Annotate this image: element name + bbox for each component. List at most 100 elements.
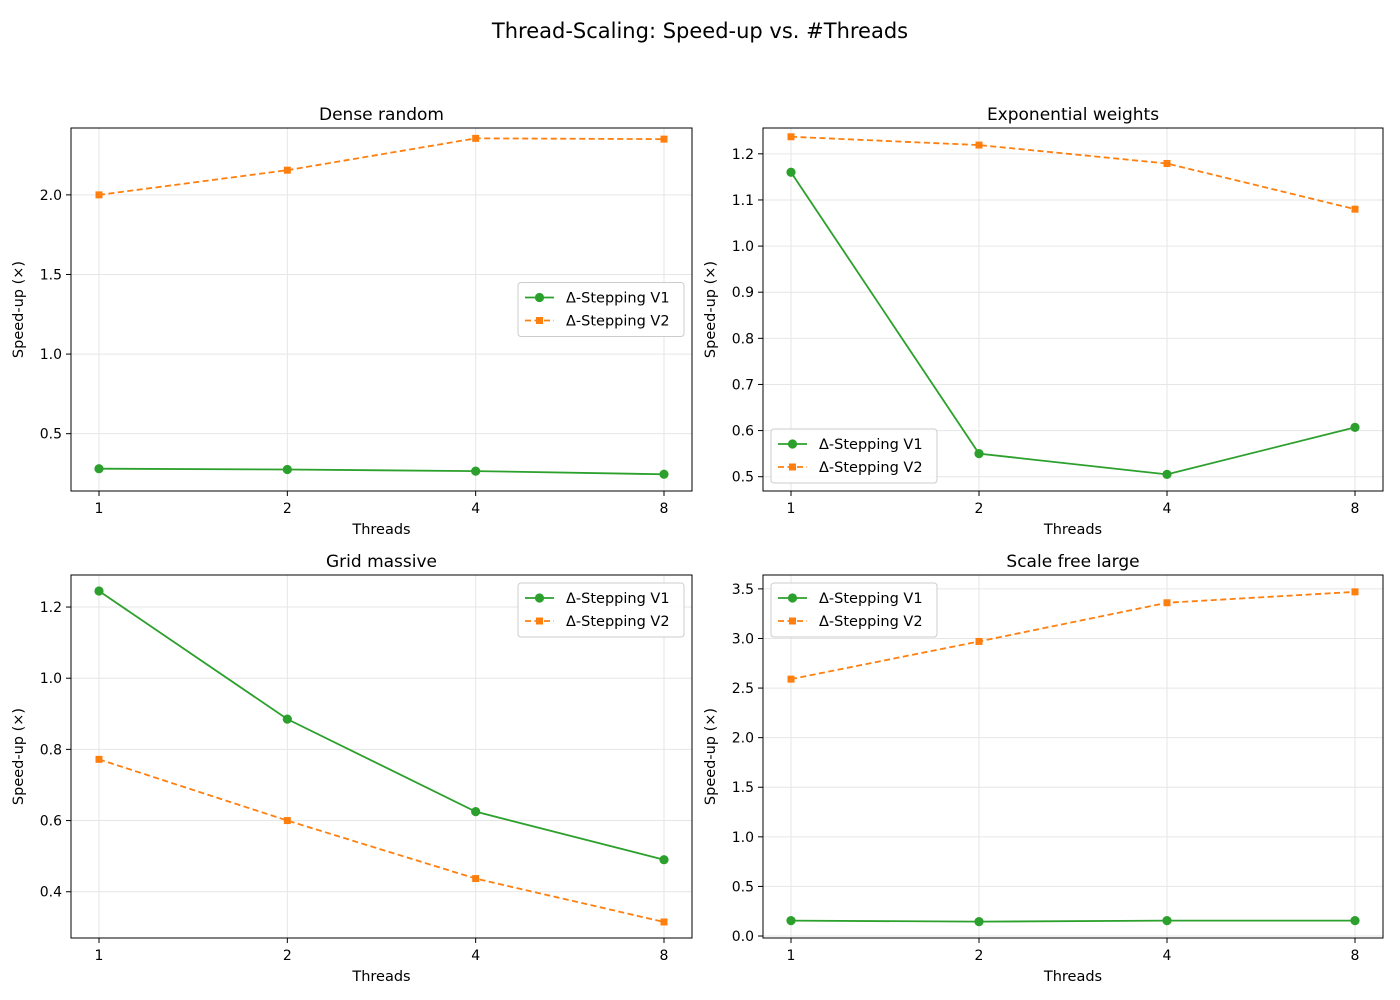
legend-marker-2	[536, 317, 543, 324]
data-point-v1	[471, 466, 481, 476]
data-point-v2	[283, 817, 291, 825]
x-tick-label: 2	[975, 501, 984, 517]
data-point-v1	[1162, 916, 1172, 926]
y-tick-label: 1.5	[732, 780, 754, 796]
legend-label-2: Δ-Stepping V2	[566, 314, 670, 330]
data-point-v2	[472, 875, 480, 883]
subplot-title: Scale free large	[1006, 552, 1139, 572]
subplot-3: 1 2 4 8 0.4 0.6 0.8 1.0 1.2 Grid massive Threads Sp…	[11, 552, 693, 985]
y-tick-label: 1.0	[732, 830, 754, 846]
x-axis-label: Threads	[1043, 522, 1102, 538]
figure-title: Thread-Scaling: Speed-up vs. #Threads	[491, 19, 908, 43]
x-tick-label: 1	[95, 948, 104, 964]
data-point-v1	[659, 855, 669, 865]
legend-label-2: Δ-Stepping V2	[819, 460, 923, 476]
x-tick-label: 8	[660, 948, 669, 964]
data-point-v2	[1351, 205, 1359, 213]
data-point-v1	[282, 464, 292, 475]
data-point-v2	[660, 918, 668, 926]
y-tick-label: 3.0	[732, 631, 754, 647]
x-tick-label: 1	[95, 501, 104, 517]
data-point-v2	[975, 141, 983, 149]
legend-box	[770, 428, 938, 484]
y-tick-label: 0.5	[732, 879, 754, 895]
x-tick-label: 8	[660, 501, 669, 517]
y-tick-label: 1.0	[40, 347, 62, 363]
legend-marker-1	[534, 593, 545, 603]
y-tick-label: 2.0	[732, 731, 754, 747]
plot-frame	[762, 574, 1384, 939]
x-tick-label: 8	[1351, 948, 1360, 964]
subplot-title: Dense random	[319, 105, 444, 125]
series-line-2	[98, 758, 665, 923]
legend-marker-1	[787, 439, 798, 449]
x-tick-label: 1	[787, 948, 796, 964]
legend-marker-2	[789, 617, 796, 625]
data-point-v2	[660, 135, 668, 143]
x-tick-label: 2	[283, 501, 292, 517]
data-point-v2	[95, 191, 103, 199]
y-tick-label: 0.5	[40, 427, 62, 443]
legend: Δ-Stepping V1 Δ-Stepping V2	[517, 582, 685, 638]
series-line-1	[98, 590, 665, 861]
data-point-v1	[1350, 422, 1360, 432]
legend-box	[517, 282, 685, 337]
x-tick-label: 2	[283, 948, 292, 964]
legend: Δ-Stepping V1 Δ-Stepping V2	[770, 582, 938, 638]
data-point-v1	[659, 469, 669, 479]
legend-label-1: Δ-Stepping V1	[566, 591, 670, 607]
legend-marker-1	[787, 593, 798, 603]
data-point-v2	[787, 133, 795, 141]
y-tick-label: 0.9	[732, 285, 754, 301]
y-tick-label: 0.6	[40, 814, 62, 830]
subplot-grid: 1 2 4 8 0.5 1.0 1.5 2.0 Dense random Threads Speed…	[11, 105, 1384, 985]
series-line-2	[790, 590, 1356, 681]
y-tick-label: 1.5	[40, 267, 62, 283]
series-line-1	[790, 919, 1355, 923]
y-tick-label: 1.1	[732, 193, 754, 209]
legend-marker-1	[534, 292, 545, 303]
legend-box	[770, 582, 938, 638]
y-tick-label: 0.5	[732, 470, 754, 486]
series-line-2	[98, 137, 665, 196]
y-tick-label: 2.0	[40, 188, 62, 204]
data-point-v1	[974, 917, 984, 927]
x-tick-label: 2	[975, 948, 984, 964]
y-tick-label: 3.5	[732, 582, 754, 598]
legend-box	[517, 582, 685, 638]
y-axis-label: Speed-up (×)	[11, 261, 27, 358]
data-point-v2	[1163, 160, 1171, 168]
x-tick-label: 8	[1351, 501, 1360, 517]
y-tick-label: 0.7	[732, 377, 754, 393]
legend-label-1: Δ-Stepping V1	[566, 291, 670, 307]
legend: Δ-Stepping V1 Δ-Stepping V2	[770, 428, 938, 484]
data-point-v1	[1162, 469, 1172, 479]
legend-marker-2	[789, 463, 796, 471]
y-tick-label: 0.0	[732, 929, 754, 945]
x-axis-label: Threads	[1043, 969, 1102, 985]
x-tick-label: 4	[1163, 501, 1172, 517]
x-tick-label: 4	[471, 948, 480, 964]
legend-label-2: Δ-Stepping V2	[566, 614, 670, 630]
plot-frame	[70, 574, 693, 939]
x-tick-label: 4	[471, 501, 480, 517]
subplot-4: 1 2 4 8 0.0 0.5 1.0 1.5 2.0 2.5 3.0 3.5 Scale free l…	[703, 552, 1384, 985]
plot-frame	[70, 127, 693, 492]
data-point-v1	[471, 807, 481, 817]
legend-marker-2	[536, 617, 543, 625]
subplot-2: 1 2 4 8 0.5 0.6 0.7 0.8 0.9 1.0 1.1 1.2 Exponential …	[703, 105, 1384, 538]
data-point-v2	[472, 134, 480, 142]
data-point-v1	[786, 916, 796, 926]
y-tick-label: 1.2	[40, 600, 62, 616]
subplot-title: Grid massive	[326, 552, 437, 572]
data-point-v1	[94, 464, 104, 474]
data-point-v2	[95, 755, 103, 763]
data-point-v1	[974, 449, 984, 459]
y-tick-label: 0.4	[40, 885, 62, 901]
x-tick-label: 4	[1163, 948, 1172, 964]
data-point-v2	[283, 166, 291, 174]
y-tick-label: 1.0	[732, 239, 754, 255]
data-point-v1	[786, 167, 796, 177]
y-tick-label: 0.6	[732, 424, 754, 440]
legend-label-1: Δ-Stepping V1	[819, 591, 923, 607]
